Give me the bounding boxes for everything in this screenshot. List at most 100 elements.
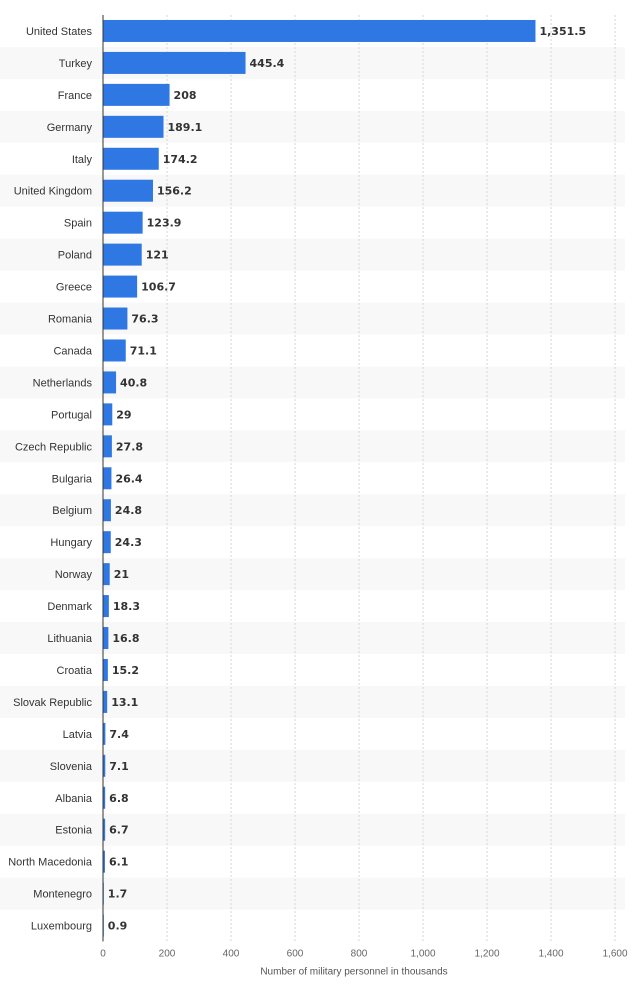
bar [103, 786, 106, 809]
value-label: 7.4 [109, 728, 129, 741]
category-label: Romania [48, 314, 93, 326]
row-stripe [0, 302, 625, 335]
category-label: North Macedonia [8, 857, 93, 869]
value-label: 27.8 [116, 440, 143, 453]
bar [103, 627, 109, 650]
value-label: 7.1 [109, 760, 129, 773]
bar [103, 51, 246, 74]
value-label: 26.4 [115, 472, 142, 485]
value-label: 71.1 [130, 344, 157, 357]
category-label: Denmark [47, 601, 92, 613]
bar [103, 179, 153, 202]
row-stripe [0, 238, 625, 271]
value-label: 6.1 [109, 856, 128, 869]
bar [103, 147, 159, 170]
row-stripe [0, 685, 625, 718]
category-label: Greece [56, 282, 92, 294]
category-label: Netherlands [33, 377, 93, 389]
category-label: France [58, 90, 92, 102]
row-stripe [0, 749, 625, 782]
x-tick-label: 1,200 [474, 949, 499, 960]
category-label: Turkey [59, 58, 93, 70]
category-label: Spain [64, 218, 92, 230]
bar [103, 754, 106, 777]
category-label: United States [26, 26, 93, 38]
x-axis-title: Number of military personnel in thousand… [260, 967, 447, 978]
bar [103, 115, 164, 138]
row-stripes [0, 46, 625, 910]
value-label: 6.8 [109, 792, 128, 805]
category-label: Portugal [51, 409, 92, 421]
bar [103, 531, 111, 554]
category-label: Albania [55, 793, 93, 805]
bar [103, 435, 112, 458]
category-label: Canada [53, 345, 92, 357]
bar [103, 658, 108, 681]
row-stripe [0, 877, 625, 910]
category-label: Italy [72, 154, 93, 166]
x-tick-label: 1,600 [602, 949, 627, 960]
row-stripe [0, 430, 625, 463]
x-axis-ticks: 0 200 400 600 800 1,000 1,200 1,400 1,600 [100, 949, 628, 960]
bar [103, 275, 138, 298]
row-stripe [0, 558, 625, 591]
value-label: 16.8 [112, 632, 139, 645]
category-label: United Kingdom [14, 186, 92, 198]
value-labels: 1,351.5 445.4 208 189.1 174.2 156.2 123.9 121 10… [108, 25, 586, 933]
row-stripe [0, 110, 625, 143]
value-label: 174.2 [163, 153, 198, 166]
value-label: 121 [146, 249, 169, 262]
category-label: Slovak Republic [13, 697, 92, 709]
row-stripe [0, 174, 625, 207]
value-label: 21 [114, 568, 129, 581]
value-label: 208 [174, 89, 197, 102]
row-stripe [0, 366, 625, 399]
row-stripe [0, 494, 625, 527]
value-label: 24.8 [115, 504, 142, 517]
value-label: 0.9 [108, 920, 128, 933]
bar [103, 307, 128, 330]
value-label: 29 [116, 408, 131, 421]
category-label: Poland [58, 250, 92, 262]
bar [103, 19, 536, 42]
row-stripe [0, 813, 625, 846]
bar [103, 499, 111, 522]
value-label: 24.3 [115, 536, 142, 549]
category-label: Slovenia [50, 761, 93, 773]
category-label: Norway [55, 569, 93, 581]
x-tick-label: 200 [159, 949, 176, 960]
bar [103, 850, 105, 873]
bar [103, 211, 143, 234]
bar [103, 818, 106, 841]
row-stripe [0, 46, 625, 79]
bar [103, 371, 117, 394]
value-label: 15.2 [112, 664, 139, 677]
gridlines [166, 15, 616, 942]
x-tick-label: 600 [287, 949, 304, 960]
bar [103, 563, 110, 586]
category-label: Lithuania [47, 633, 93, 645]
value-label: 1,351.5 [539, 25, 586, 38]
x-tick-label: 400 [223, 949, 240, 960]
bar [103, 467, 112, 490]
value-label: 18.3 [113, 600, 140, 613]
category-label: Czech Republic [15, 441, 93, 453]
category-label: Montenegro [33, 889, 92, 901]
bar [103, 403, 113, 426]
category-label: Germany [47, 122, 93, 134]
category-label: Luxembourg [31, 921, 92, 933]
value-label: 106.7 [141, 281, 176, 294]
x-tick-label: 1,000 [410, 949, 435, 960]
x-tick-label: 1,400 [538, 949, 563, 960]
value-label: 156.2 [157, 185, 192, 198]
bars [103, 19, 536, 937]
row-stripe [0, 622, 625, 654]
x-tick-label: 800 [351, 949, 368, 960]
bar [103, 722, 106, 745]
value-label: 13.1 [111, 696, 138, 709]
bar [103, 83, 170, 106]
value-label: 189.1 [168, 121, 203, 134]
value-label: 76.3 [131, 313, 158, 326]
category-label: Belgium [52, 505, 92, 517]
